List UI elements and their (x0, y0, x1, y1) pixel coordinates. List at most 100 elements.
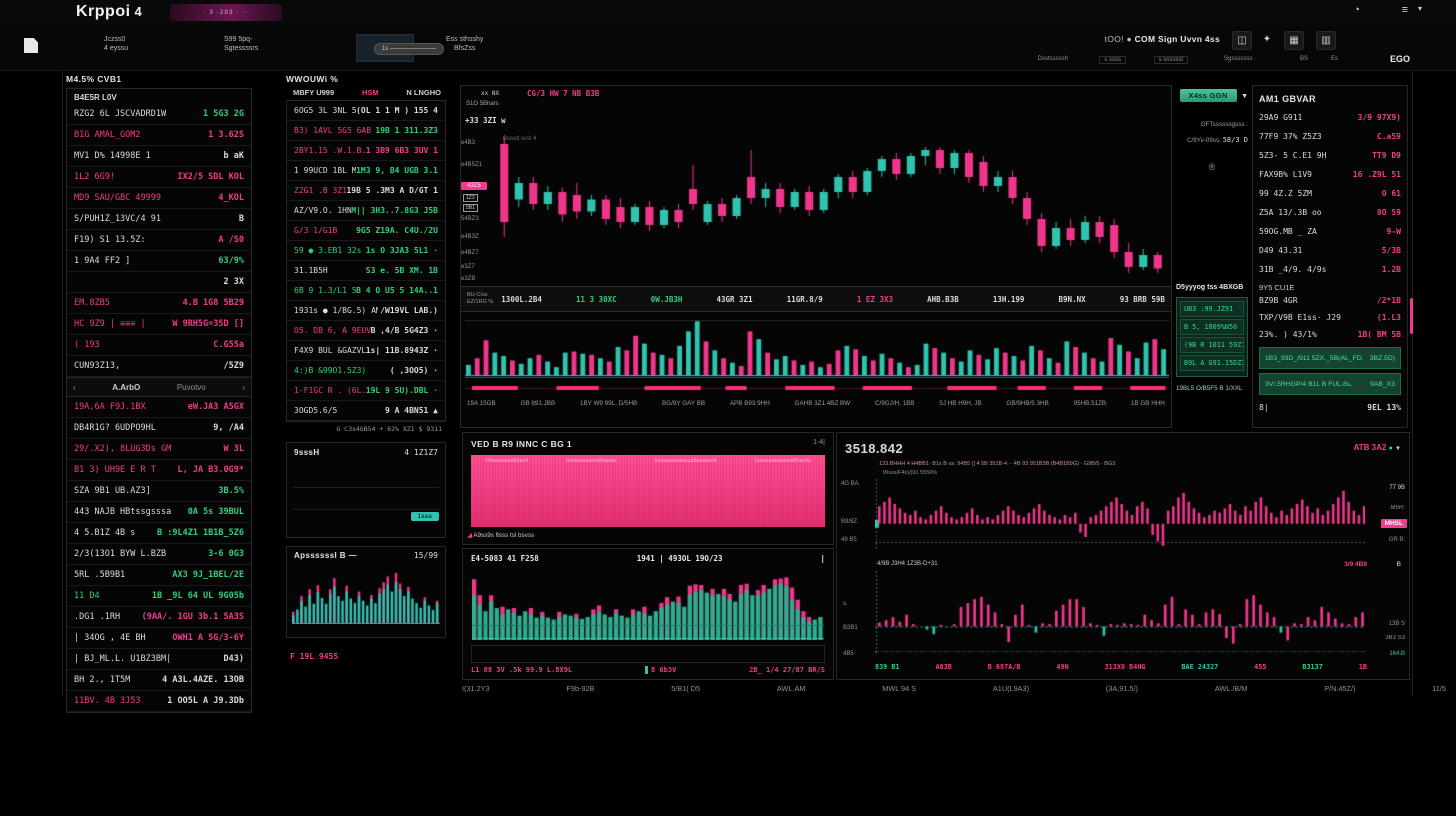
toolbar-sub-5[interactable]: Es (1330, 56, 1338, 62)
position-row[interactable]: 4 5.B1Z 4B s B :9L4Z1 1B1B_5Z6 (67, 523, 251, 544)
level-row[interactable]: UB3 :99.JZ91 (1180, 301, 1244, 317)
balance-row[interactable]: MD9 SAU/GBC 49999 4_KOL (67, 188, 251, 209)
position-row[interactable]: BH 2., 1T5M 4 A3L.4AZE. 13OB (67, 670, 251, 691)
balance-row[interactable]: 1L2 6G9! IX2/5 SDL KOL (67, 167, 251, 188)
toolbar-item-display[interactable]: Ess sthsshy BfsZss (446, 36, 484, 52)
toolbar-sub-1[interactable]: s ssss (1099, 56, 1126, 64)
highlight-row[interactable]: 3V/.5RHGP/4 B1L B FUL.8s, 9AB_X3 (1259, 373, 1401, 395)
buy-button[interactable]: X4ss GGN (1179, 89, 1237, 102)
caret-down-icon[interactable]: ▼ (1395, 446, 1401, 452)
position-row[interactable]: 443 NAJB HBtssgsssa 0A 5s 39BUL (67, 502, 251, 523)
balance-row[interactable]: 2 3X (67, 272, 251, 293)
position-row[interactable]: B1 3) UH9E E R T L, JA B3.0G9* (67, 460, 251, 481)
balance-row[interactable]: HC 9Z9 | ≡≡≡ | W 9RH5G=35D [] (67, 314, 251, 335)
position-row[interactable]: 11BV. 4B 3J53 1 OO5L A J9.3Db (67, 691, 251, 712)
watchlist-row[interactable]: B3) 1AVL 5G5 6AB 19B 1 311.3Z3 (287, 121, 445, 141)
balance-row[interactable]: MV1 D% 14998E 1 b aK (67, 146, 251, 167)
level-row[interactable]: B 5, 1009%N56 (1180, 319, 1244, 335)
watchlist-row[interactable]: 31.1B5H S3 e. 5B XM. 1B (287, 261, 445, 281)
ticker-pill[interactable]: · 3 ·283 · ·· (170, 4, 282, 21)
col-price[interactable]: HSM (361, 87, 379, 97)
candlestick-chart[interactable] (497, 132, 1165, 282)
mini-bar-chart[interactable] (292, 566, 440, 624)
caret-down-icon[interactable]: ▼ (1241, 93, 1248, 100)
position-row[interactable]: 5RL .5B9B1 AX3 9J_1BEL/2E (67, 565, 251, 586)
scrollbar-thumb[interactable] (1410, 298, 1413, 334)
watchlist-row[interactable]: 1931s ● 1/BG.5) AML. |/ss /W19VL LAB.) (287, 301, 445, 321)
level-row[interactable]: (9B R 1011 59Z1 (1180, 337, 1244, 353)
balance-row[interactable]: 1 9A4 FF2 ] 63/9% (67, 251, 251, 272)
document-icon[interactable] (24, 38, 38, 53)
grid-icon[interactable]: ◫ (1232, 31, 1252, 50)
chevron-down-icon[interactable]: ▾ (1417, 4, 1422, 13)
menu-icon[interactable]: ≡ (1401, 4, 1408, 16)
star-icon[interactable]: ✦ (1262, 34, 1272, 45)
watchlist-row[interactable]: 1-F1GC R . (6L.3B15 19L 9 5U).DBL · (287, 381, 445, 401)
watchlist-list[interactable]: 6OG5 3L 3NL 5NGO7 (OL 1 1 M ) 155 4 B3) … (287, 101, 445, 421)
toolbar-sub-3[interactable]: Sgsssssss · (1223, 56, 1256, 62)
watchlist-row[interactable]: O5. DB 6, A 9EUV'D B ,4/B 5G4Z3 · (287, 321, 445, 341)
col-volume[interactable]: N LNGHO (406, 87, 441, 97)
highlighted-rows[interactable]: 1B3_93D_/911 5ZX._5B(AL_FD. 3BZ.5D) 3V/.… (1259, 347, 1401, 395)
balance-row[interactable]: EM.8ZB5 4.B 1G8 5B29 (67, 293, 251, 314)
prev-chevron-icon[interactable]: ‹ (73, 382, 76, 392)
osc-lower-chart[interactable] (875, 571, 1365, 655)
ticket-levels[interactable]: UB3 :99.JZ91 B 5, 1009%N56 (9B R 1011 59Z1… (1176, 297, 1248, 377)
watchlist-row[interactable]: 6OG5 3L 3NL 5NGO7 (OL 1 1 M ) 155 4 (287, 101, 445, 121)
position-row[interactable]: 2/3(13O1 BYW L.BZB 3-6 0G3 (67, 544, 251, 565)
layout-icon[interactable]: ▥ (1316, 31, 1336, 50)
depth-corner[interactable]: 1-4| (813, 439, 825, 446)
osc-upper-chart[interactable] (875, 479, 1365, 549)
volume-chart[interactable] (465, 314, 1169, 378)
balance-row[interactable]: B1G AMAL_GOM2 1 3.62S (67, 125, 251, 146)
position-row[interactable]: SZA 9B1 UB.AZ3] 3B.5% (67, 481, 251, 502)
flow-area-chart[interactable] (472, 570, 824, 640)
next-chevron-icon[interactable]: › (242, 382, 245, 392)
balance-row[interactable]: RZG2 6L JSCVADRD1W 1 5G3 2G (67, 104, 251, 125)
position-row[interactable]: .DG1 .1RH (9AA/. 1GU 3b.1 5A3S (67, 607, 251, 628)
osc-topright[interactable]: ATB 3A2 ● ▼ (1353, 443, 1401, 452)
calendar-icon[interactable]: ▦ (1284, 31, 1304, 50)
account-label[interactable]: tOO! ● COM Sign Uvvn 4ss (1104, 34, 1220, 44)
depth-chart[interactable]: 19ssssssssBsss4 9sssssssssssBsssss 5ssssss… (471, 455, 825, 527)
watchlist-row[interactable]: AZ/V9.O. 1HN1N M9Z M|| 3H3..7.8G3 J5B (287, 201, 445, 221)
watchlist-row[interactable]: 59 ● 3.EB1 32s bs 1s O 3JA3 5L1 · (287, 241, 445, 261)
col-market[interactable]: MBFY U999 (293, 87, 335, 97)
balances-list[interactable]: RZG2 6L JSCVADRD1W 1 5G3 2G B1G AMAL_GOM… (67, 104, 251, 377)
toolbar-item-settings[interactable]: S99 5pq- Sgtessssrs (224, 36, 259, 52)
positions-list[interactable]: 19A,6A F9J.1BX eW.JA3 A5GX DB4R1G? 6UDPO… (67, 397, 251, 712)
indicator-dash-chart[interactable] (465, 382, 1169, 394)
watchlist-row[interactable]: 4:)B &99O1.5Z3) ( ,3OO5) · (287, 361, 445, 381)
toolbar-item-account[interactable]: Jczss0 4 eyssu (104, 36, 129, 52)
watchlist-row[interactable]: G/3 1/G1B 9G5 Z19A. C4U./2U (287, 221, 445, 241)
balance-row[interactable]: S/PUH1Z_13VC/4 91 B (67, 209, 251, 230)
level-row[interactable]: B9L A G91.15DZ3) (1180, 355, 1244, 371)
watchlist-row[interactable]: F4X9 BUL &GAZVL 1s| 11B.8943Z · (287, 341, 445, 361)
orders-chip-button[interactable]: 1sss (410, 512, 439, 521)
flow-corner[interactable]: | (820, 554, 825, 563)
position-row[interactable]: 11 D4 1B _9L 64 UL 9G05b (67, 586, 251, 607)
balance-row[interactable]: F19) S1 13.5Z: A /S0 (67, 230, 251, 251)
osc2-corner[interactable]: B (1396, 561, 1401, 568)
search-input[interactable] (374, 43, 444, 55)
watchlist-row[interactable]: 6B 9 1.3/L1 5V.X1 B 4 O U5 5 14A..1 (287, 281, 445, 301)
toolbar-sub-2[interactable]: s sssssst (1153, 56, 1188, 64)
toolbar-sub-dashboard[interactable]: Dsstsssssh (1037, 56, 1068, 62)
tab-amount[interactable]: A.ArbO (112, 382, 141, 392)
clock-icon[interactable]: ◔ (1353, 4, 1360, 16)
position-row[interactable]: DB4R1G? 6UDPO9HL 9, /A4 (67, 418, 251, 439)
balance-row[interactable]: ( 193 C.G55a (67, 335, 251, 356)
watchlist-row[interactable]: 1 99UCD 1BL MJ4L5 1M3 9, B4 UGB 3.1 (287, 161, 445, 181)
watchlist-row[interactable]: 3OGD5.6/5 9 A 4BN51 ▲ (287, 401, 445, 421)
position-row[interactable]: 19A,6A F9J.1BX eW.JA3 A5GX (67, 397, 251, 418)
chart-interval[interactable]: +33 3ZI w (465, 116, 506, 125)
tab-positions[interactable]: Puvotvo (176, 382, 206, 392)
position-row[interactable]: 29/.X2), 8LUG3Ds GM W 3L (67, 439, 251, 460)
position-row[interactable]: | BJ_ML.L. U1BZ3BM| D43) (67, 649, 251, 670)
watchlist-row[interactable]: Z2G1 .B 3Z1 5B G 19B 5 .3M3 A D/GT 1 (287, 181, 445, 201)
balance-row[interactable]: CUN93Z13, /5Z9 (67, 356, 251, 377)
position-row[interactable]: | 34OG , 4E BH OWH1 A 5G/3-6Y (67, 628, 251, 649)
watchlist-row[interactable]: 2BY1.15 .W.1.B.VL. 1 3B9 6B3 3UV 1 (287, 141, 445, 161)
toolbar-sub-4[interactable]: BS (1299, 56, 1308, 62)
highlight-row[interactable]: 1B3_93D_/911 5ZX._5B(AL_FD. 3BZ.5D) (1259, 347, 1401, 369)
